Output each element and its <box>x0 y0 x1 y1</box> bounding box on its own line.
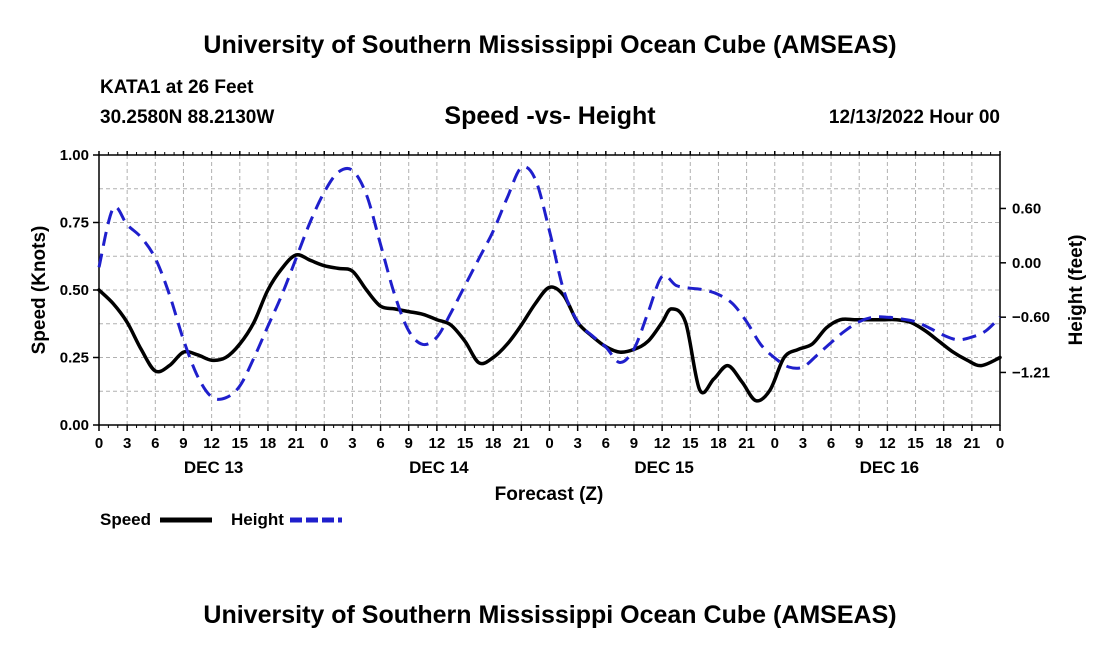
day-label: DEC 15 <box>634 458 694 477</box>
y2-axis-label: Height (feet) <box>1066 235 1087 346</box>
speed-series-line <box>97 252 1002 403</box>
x-tick-label: 21 <box>964 435 981 452</box>
x-tick-label: 9 <box>405 435 413 452</box>
x-tick-label: 15 <box>457 435 474 452</box>
grid <box>98 155 1001 425</box>
legend-height-label: Height <box>231 510 284 529</box>
y-tick-label: 0.25 <box>60 350 89 367</box>
x-tick-label: 0 <box>320 435 328 452</box>
x-tick-label: 3 <box>799 435 807 452</box>
x-tick-label: 9 <box>630 435 638 452</box>
x-tick-label: 12 <box>654 435 671 452</box>
legend: Speed Height <box>100 510 342 529</box>
legend-speed-label: Speed <box>100 510 151 529</box>
station-coordinates: 30.2580N 88.2130W <box>100 107 275 128</box>
footer-title: University of Southern Mississippi Ocean… <box>203 601 897 629</box>
day-label: DEC 16 <box>860 458 920 477</box>
y2-tick-label: −0.60 <box>1012 309 1050 326</box>
x-tick-label: 3 <box>348 435 356 452</box>
x-tick-label: 12 <box>203 435 220 452</box>
x-tick-label: 0 <box>95 435 103 452</box>
x-tick-label: 6 <box>602 435 610 452</box>
x-tick-label: 15 <box>907 435 924 452</box>
day-label: DEC 14 <box>409 458 469 477</box>
x-tick-label: 9 <box>855 435 863 452</box>
x-tick-label: 0 <box>996 435 1004 452</box>
x-tick-label: 15 <box>231 435 248 452</box>
height-series-line <box>97 165 1002 401</box>
x-tick-label: 18 <box>710 435 727 452</box>
x-tick-label: 6 <box>827 435 835 452</box>
y-tick-label: 0.75 <box>60 215 89 232</box>
y2-tick-label: −1.21 <box>1012 364 1050 381</box>
x-tick-label: 3 <box>573 435 581 452</box>
x-tick-label: 6 <box>376 435 384 452</box>
x-tick-label: 21 <box>288 435 305 452</box>
y2-tick-label: 0.60 <box>1012 200 1041 217</box>
x-tick-label: 15 <box>682 435 699 452</box>
x-tick-label: 12 <box>429 435 446 452</box>
day-label: DEC 13 <box>184 458 244 477</box>
y-tick-label: 0.00 <box>60 417 89 434</box>
x-tick-label: 12 <box>879 435 896 452</box>
y-axis-label: Speed (Knots) <box>29 226 50 355</box>
x-tick-label: 18 <box>485 435 502 452</box>
x-tick-label: 18 <box>260 435 277 452</box>
y-tick-label: 1.00 <box>60 147 89 164</box>
station-label: KATA1 at 26 Feet <box>100 77 254 98</box>
y2-tick-label: 0.00 <box>1012 255 1041 272</box>
x-tick-label: 0 <box>545 435 553 452</box>
x-tick-label: 21 <box>738 435 755 452</box>
page-title: University of Southern Mississippi Ocean… <box>203 31 897 59</box>
x-tick-label: 0 <box>771 435 779 452</box>
x-tick-label: 6 <box>151 435 159 452</box>
x-tick-label: 18 <box>935 435 952 452</box>
x-tick-label: 3 <box>123 435 131 452</box>
x-tick-label: 21 <box>513 435 530 452</box>
axes: 0 3 6 9 12 15 18 21 0 3 6 9 12 15 18 21 0 3 6 9 12 15 18 21 0 3 6 9… <box>60 147 1050 477</box>
x-tick-label: 9 <box>179 435 187 452</box>
forecast-date: 12/13/2022 Hour 00 <box>828 107 1000 128</box>
y-tick-label: 0.50 <box>60 282 89 299</box>
chart-title: Speed -vs- Height <box>444 102 656 130</box>
x-axis-label: Forecast (Z) <box>495 484 604 505</box>
